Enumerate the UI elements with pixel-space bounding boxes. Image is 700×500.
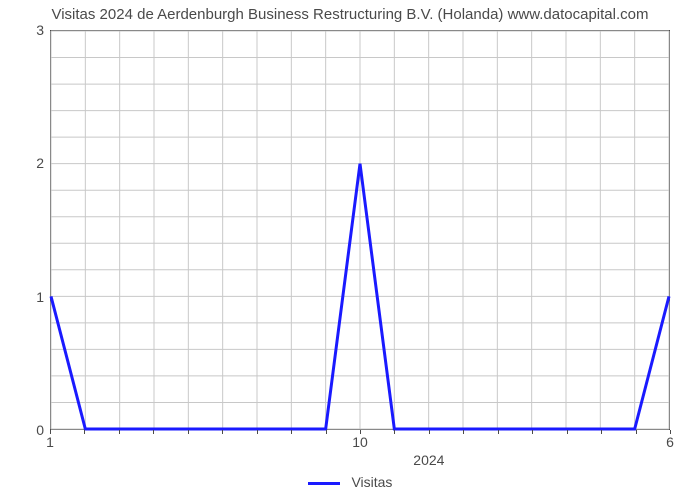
- x-tick-label: 10: [352, 434, 368, 450]
- x-minor-tick: [394, 430, 395, 434]
- legend-label: Visitas: [351, 474, 392, 490]
- y-tick-label: 3: [0, 22, 44, 38]
- x-minor-tick: [601, 430, 602, 434]
- x-minor-tick: [153, 430, 154, 434]
- line-layer: [51, 31, 669, 429]
- x-minor-tick: [429, 430, 430, 434]
- x-minor-tick: [498, 430, 499, 434]
- y-tick-label: 1: [0, 289, 44, 305]
- x-tick-label: 6: [666, 434, 674, 450]
- x-minor-tick: [222, 430, 223, 434]
- x-minor-tick: [636, 430, 637, 434]
- x-axis-sublabel: 2024: [413, 452, 444, 468]
- x-minor-tick: [463, 430, 464, 434]
- legend: Visitas: [0, 474, 700, 490]
- y-tick-label: 0: [0, 422, 44, 438]
- x-minor-tick: [188, 430, 189, 434]
- x-minor-tick: [84, 430, 85, 434]
- x-minor-tick: [567, 430, 568, 434]
- x-tick-label: 1: [46, 434, 54, 450]
- chart-title: Visitas 2024 de Aerdenburgh Business Res…: [0, 6, 700, 23]
- y-tick-label: 2: [0, 155, 44, 171]
- x-minor-tick: [326, 430, 327, 434]
- x-minor-tick: [257, 430, 258, 434]
- x-minor-tick: [291, 430, 292, 434]
- plot-area: [50, 30, 670, 430]
- x-minor-tick: [119, 430, 120, 434]
- x-minor-tick: [532, 430, 533, 434]
- chart-container: Visitas 2024 de Aerdenburgh Business Res…: [0, 0, 700, 500]
- legend-swatch: [308, 482, 340, 485]
